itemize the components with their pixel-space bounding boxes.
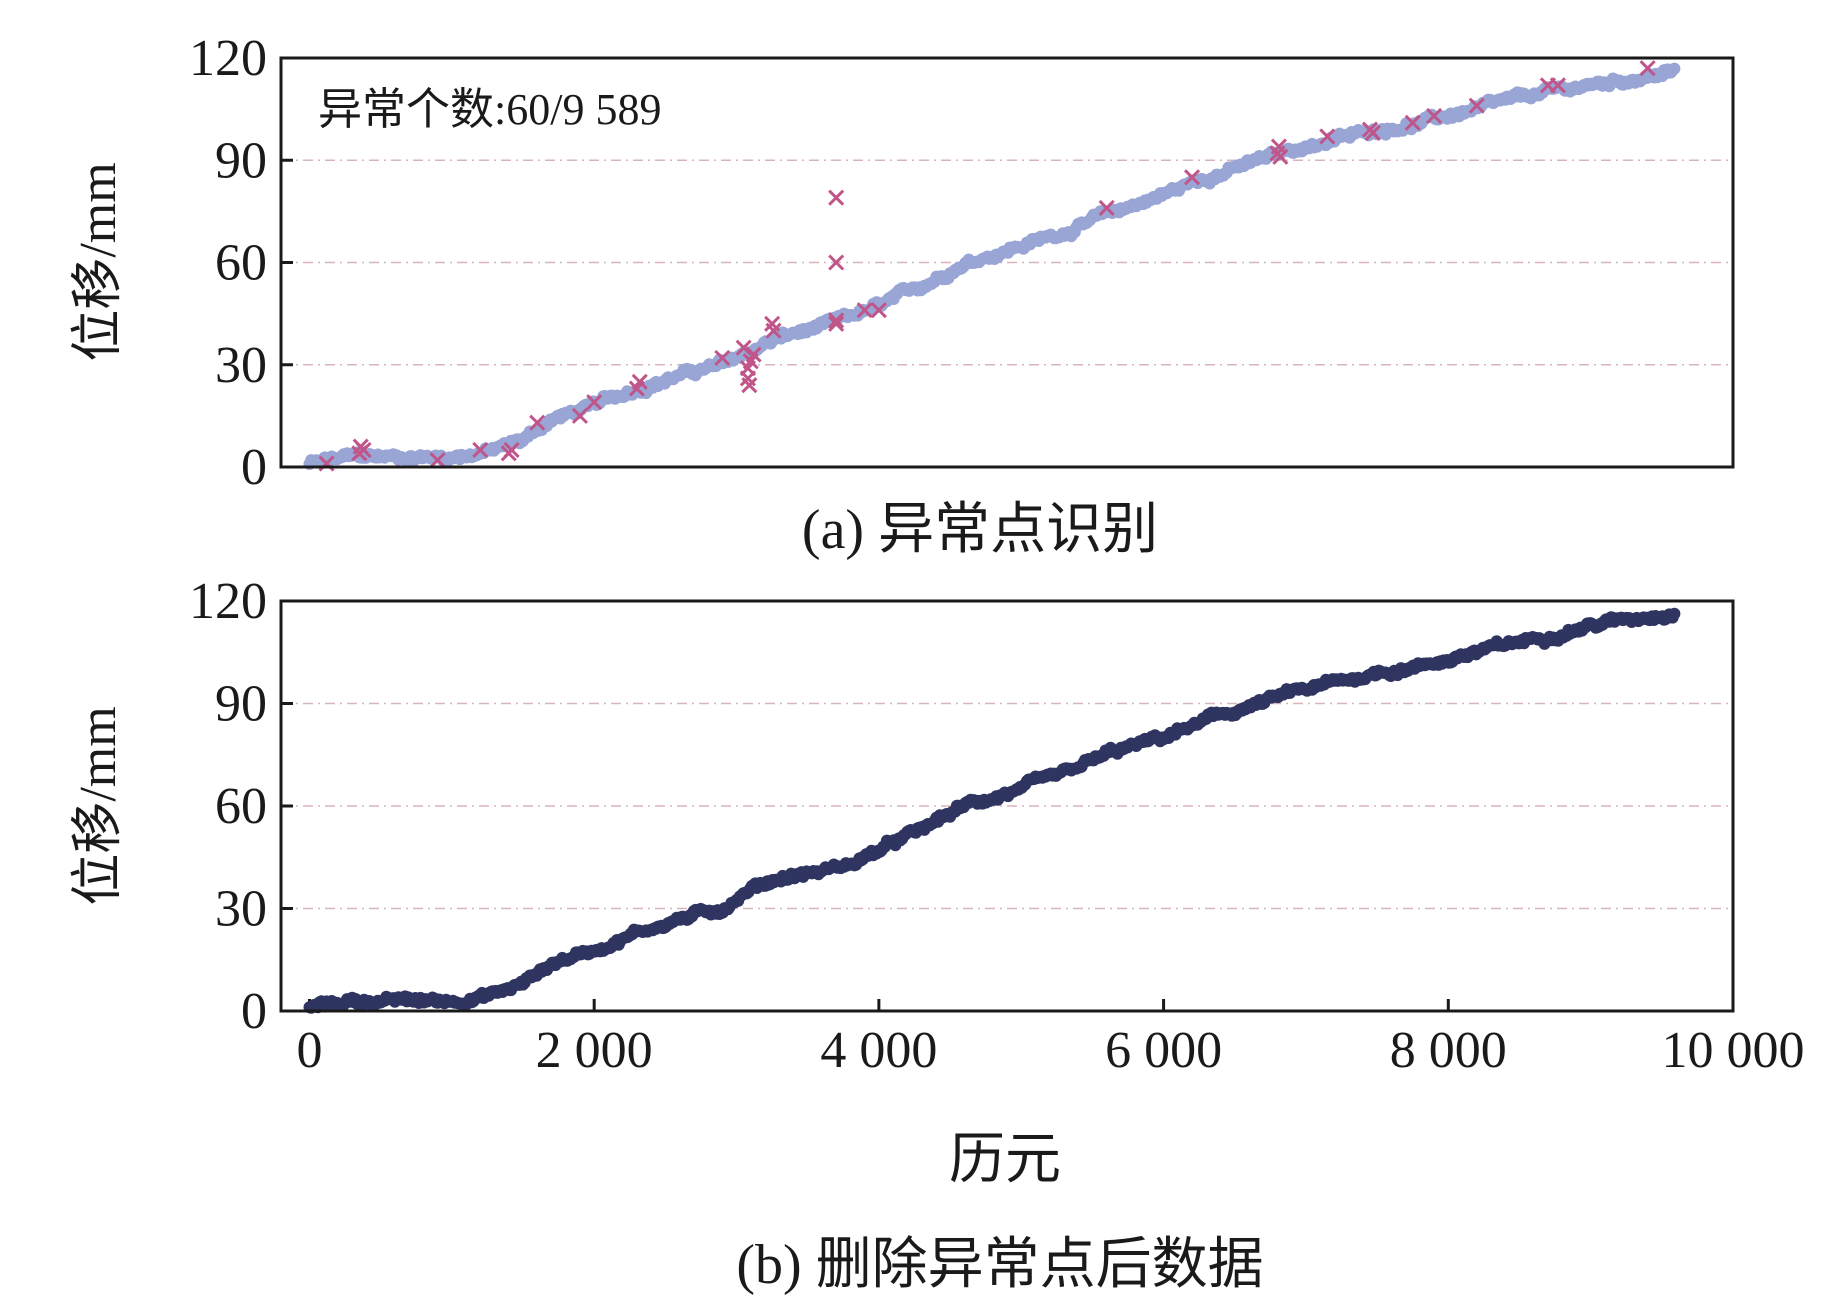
y-tick-label: 60 (215, 778, 267, 835)
anomaly-marker (1425, 107, 1443, 125)
anomaly-stroke (355, 441, 372, 459)
anomaly-stroke (503, 441, 520, 459)
anomaly-stroke (714, 349, 731, 366)
anomaly-marker (741, 377, 758, 394)
anomaly-stroke (1468, 97, 1485, 114)
x-tick-label: 2 000 (536, 1022, 653, 1079)
anomaly-marker (1639, 60, 1656, 77)
anomaly-marker (765, 322, 782, 339)
anomaly-stroke (741, 377, 758, 394)
anomaly-marker (828, 254, 845, 271)
anomaly-marker (1468, 97, 1485, 114)
anomaly-stroke (828, 315, 845, 332)
anomaly-stroke (1425, 107, 1443, 125)
anomaly-stroke (1272, 148, 1289, 165)
y-ticks: 0 30 60 90 120 (189, 30, 293, 496)
y-tick-label: 120 (189, 30, 267, 87)
anomaly-stroke (1364, 124, 1381, 142)
y-tick-label: 30 (215, 337, 267, 394)
anomaly-stroke (1098, 199, 1115, 217)
x-tick-label: 6 000 (1105, 1022, 1222, 1079)
anomaly-marker (631, 373, 648, 390)
anomaly-stroke (870, 302, 887, 319)
panel-a-caption: (a) 异常点识别 (802, 499, 1158, 561)
anomaly-stroke (1404, 114, 1421, 131)
anomaly-marker (1404, 114, 1421, 131)
panel-b: 0 30 60 90 120 0 2 000 4 000 6 000 8 000 10 000 位… (70, 573, 1805, 1296)
anomaly-marker (856, 302, 873, 319)
anomaly-marker (529, 414, 546, 431)
anomaly-marker (429, 452, 446, 469)
anomaly-series (318, 60, 1656, 472)
panel-a: 0 30 60 90 120 异常个数:60/9 589 位移/mm (a) 异常点识别 (70, 30, 1735, 561)
anomaly-stroke (735, 339, 752, 356)
anomaly-stroke (429, 452, 446, 469)
x-tick-label: 8 000 (1390, 1022, 1507, 1079)
anomaly-count-annotation: 异常个数:60/9 589 (318, 85, 661, 134)
anomaly-stroke (745, 346, 762, 363)
anomaly-marker (472, 441, 489, 459)
anomaly-stroke (529, 414, 546, 431)
y-tick-label: 90 (215, 676, 267, 733)
anomaly-marker (355, 441, 372, 459)
anomaly-stroke (828, 254, 845, 271)
y-tick-label: 60 (215, 235, 267, 292)
y-axis-label: 位移/mm (70, 706, 127, 905)
y-tick-label: 0 (241, 439, 267, 496)
plot-frame (279, 56, 1735, 469)
data-point (1668, 62, 1681, 75)
anomaly-stroke (764, 315, 781, 332)
anomaly-stroke (856, 302, 873, 319)
anomaly-marker (503, 441, 520, 459)
anomaly-marker (714, 349, 731, 366)
anomaly-marker (1364, 124, 1381, 142)
anomaly-marker (828, 189, 845, 206)
grid-lines (281, 702, 1733, 910)
anomaly-stroke (828, 312, 845, 329)
anomaly-marker (1272, 148, 1289, 165)
anomaly-stroke (1183, 169, 1201, 186)
anomaly-stroke (472, 441, 489, 459)
anomaly-stroke (1319, 128, 1336, 145)
x-tick-label: 4 000 (820, 1022, 937, 1079)
anomaly-marker (870, 302, 887, 319)
anomaly-marker (1098, 199, 1115, 217)
grid-lines (281, 159, 1733, 366)
anomaly-stroke (739, 370, 756, 387)
anomaly-marker (828, 315, 845, 332)
y-tick-label: 90 (215, 132, 267, 189)
x-tick-label: 10 000 (1662, 1022, 1805, 1079)
clean-series (303, 607, 1681, 1014)
anomaly-stroke (586, 394, 603, 411)
anomaly-marker (586, 394, 603, 411)
anomaly-stroke (631, 373, 648, 390)
y-tick-label: 120 (189, 573, 267, 630)
plot-frame (279, 599, 1735, 1013)
anomaly-marker (828, 312, 845, 329)
x-tick-label: 0 (296, 1022, 322, 1079)
anomaly-marker (1183, 169, 1201, 186)
anomaly-stroke (571, 407, 589, 424)
data-point (1668, 607, 1681, 620)
anomaly-stroke (1549, 77, 1566, 94)
y-tick-label: 0 (241, 983, 267, 1040)
x-axis-label: 历元 (949, 1129, 1061, 1191)
anomaly-marker (735, 339, 752, 356)
panel-b-caption: (b) 删除异常点后数据 (736, 1234, 1263, 1296)
anomaly-marker (1319, 128, 1336, 145)
x-ticks: 0 2 000 4 000 6 000 8 000 10 000 (296, 999, 1805, 1079)
y-tick-label: 30 (215, 881, 267, 938)
anomaly-stroke (765, 322, 782, 339)
y-axis-label: 位移/mm (70, 162, 127, 361)
anomaly-marker (1549, 77, 1566, 94)
anomaly-marker (571, 407, 589, 424)
y-ticks: 0 30 60 90 120 (189, 573, 293, 1040)
anomaly-stroke (1639, 60, 1656, 77)
anomaly-marker (745, 346, 762, 363)
anomaly-stroke (828, 189, 845, 206)
